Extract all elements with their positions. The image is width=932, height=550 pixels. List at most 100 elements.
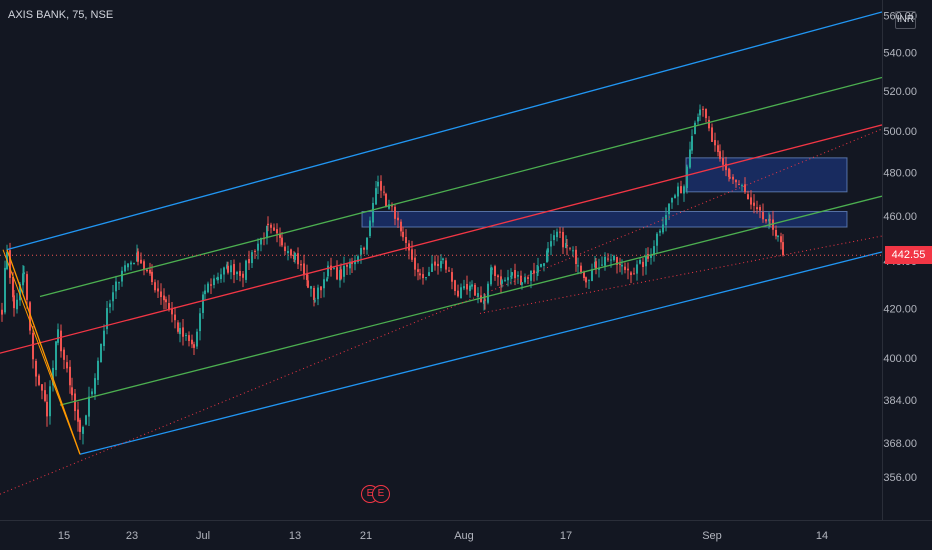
candle-up xyxy=(109,303,111,308)
candle-up xyxy=(260,237,262,245)
candle-down xyxy=(569,247,571,249)
candle-down xyxy=(595,261,597,270)
candle-down xyxy=(714,140,716,146)
candle-up xyxy=(97,360,99,380)
candle-down xyxy=(363,247,365,250)
candle-down xyxy=(281,237,283,246)
candle-down xyxy=(451,272,453,282)
candle-up xyxy=(310,286,312,289)
candle-down xyxy=(633,273,635,275)
candle-down xyxy=(484,299,486,301)
earnings-event-marker[interactable]: E xyxy=(372,485,390,503)
candle-down xyxy=(765,219,767,222)
rectangle-zone[interactable] xyxy=(361,210,848,228)
candle-up xyxy=(483,300,485,304)
candle-down xyxy=(41,384,43,391)
candle-down xyxy=(762,212,764,220)
candle-up xyxy=(357,256,359,263)
candle-up xyxy=(217,277,219,281)
candle-down xyxy=(607,258,609,260)
candle-up xyxy=(121,270,123,282)
candle-down xyxy=(782,242,784,256)
channel-outer-upper-line[interactable] xyxy=(6,11,882,251)
candle-up xyxy=(487,283,489,303)
rectangle-zone[interactable] xyxy=(685,157,848,193)
candle-up xyxy=(22,273,24,286)
candle-up xyxy=(674,195,676,199)
candle-up xyxy=(4,267,6,313)
candle-up xyxy=(546,250,548,263)
channel-inner-lower-line[interactable] xyxy=(59,195,882,406)
candle-down xyxy=(242,273,244,278)
candle-down xyxy=(233,264,235,275)
candle-up xyxy=(115,281,117,292)
candle-down xyxy=(191,339,193,345)
candle-down xyxy=(448,270,450,272)
time-tick-label: Sep xyxy=(702,530,722,542)
candle-down xyxy=(775,229,777,237)
price-tick-label: 480.00 xyxy=(883,168,917,180)
channel-inner-upper-line[interactable] xyxy=(39,76,882,298)
candle-down xyxy=(445,260,447,270)
candle-down xyxy=(290,249,292,256)
candle-down xyxy=(79,419,81,432)
candle-down xyxy=(276,229,278,234)
candle-down xyxy=(351,261,353,264)
candle-down xyxy=(394,206,396,219)
candle-up xyxy=(686,166,688,189)
candle-up xyxy=(550,241,552,247)
candle-down xyxy=(750,197,752,205)
candle-up xyxy=(100,343,102,363)
candle-down xyxy=(753,202,755,206)
candle-up xyxy=(375,188,377,205)
zig-zag-line[interactable] xyxy=(6,249,81,455)
candle-down xyxy=(434,261,436,266)
candle-down xyxy=(725,163,727,171)
candle-down xyxy=(146,269,148,272)
candle-up xyxy=(613,255,615,261)
candle-down xyxy=(454,280,456,292)
candle-down xyxy=(77,409,79,422)
candle-up xyxy=(213,278,215,286)
candle-down xyxy=(383,191,385,193)
candle-up xyxy=(659,230,661,233)
currency-badge[interactable]: INR xyxy=(895,11,916,29)
candle-down xyxy=(29,302,31,331)
candle-up xyxy=(689,149,691,168)
channel-median-line[interactable] xyxy=(0,124,882,354)
candle-up xyxy=(236,272,238,275)
price-tick-label: 520.00 xyxy=(883,86,917,98)
dotted-trend-line[interactable] xyxy=(479,235,882,314)
price-tick-label: 400.00 xyxy=(883,353,917,365)
candle-up xyxy=(656,233,658,246)
candle-up xyxy=(431,263,433,272)
candle-up xyxy=(349,261,351,269)
candle-down xyxy=(780,236,782,243)
candle-down xyxy=(74,393,76,412)
candle-up xyxy=(645,255,647,267)
candle-up xyxy=(57,329,59,343)
candle-down xyxy=(422,274,424,279)
candle-up xyxy=(440,261,442,269)
candle-up xyxy=(469,285,471,292)
candle-down xyxy=(585,277,587,283)
candle-down xyxy=(239,270,241,276)
channel-outer-lower-line[interactable] xyxy=(79,251,882,455)
candle-down xyxy=(44,390,46,401)
candle-down xyxy=(405,237,407,243)
candle-down xyxy=(165,299,167,303)
chart-title: AXIS BANK, 75, NSE xyxy=(8,9,114,21)
candle-down xyxy=(284,246,286,252)
candle-up xyxy=(604,256,606,266)
candle-down xyxy=(163,295,165,301)
zig-zag-line[interactable] xyxy=(2,249,81,455)
candle-up xyxy=(777,235,779,238)
candle-up xyxy=(517,275,519,277)
candle-down xyxy=(149,269,151,274)
candle-down xyxy=(728,168,730,177)
candle-down xyxy=(154,282,156,291)
candle-down xyxy=(735,179,737,183)
candle-down xyxy=(402,231,404,238)
candle-down xyxy=(12,276,14,298)
